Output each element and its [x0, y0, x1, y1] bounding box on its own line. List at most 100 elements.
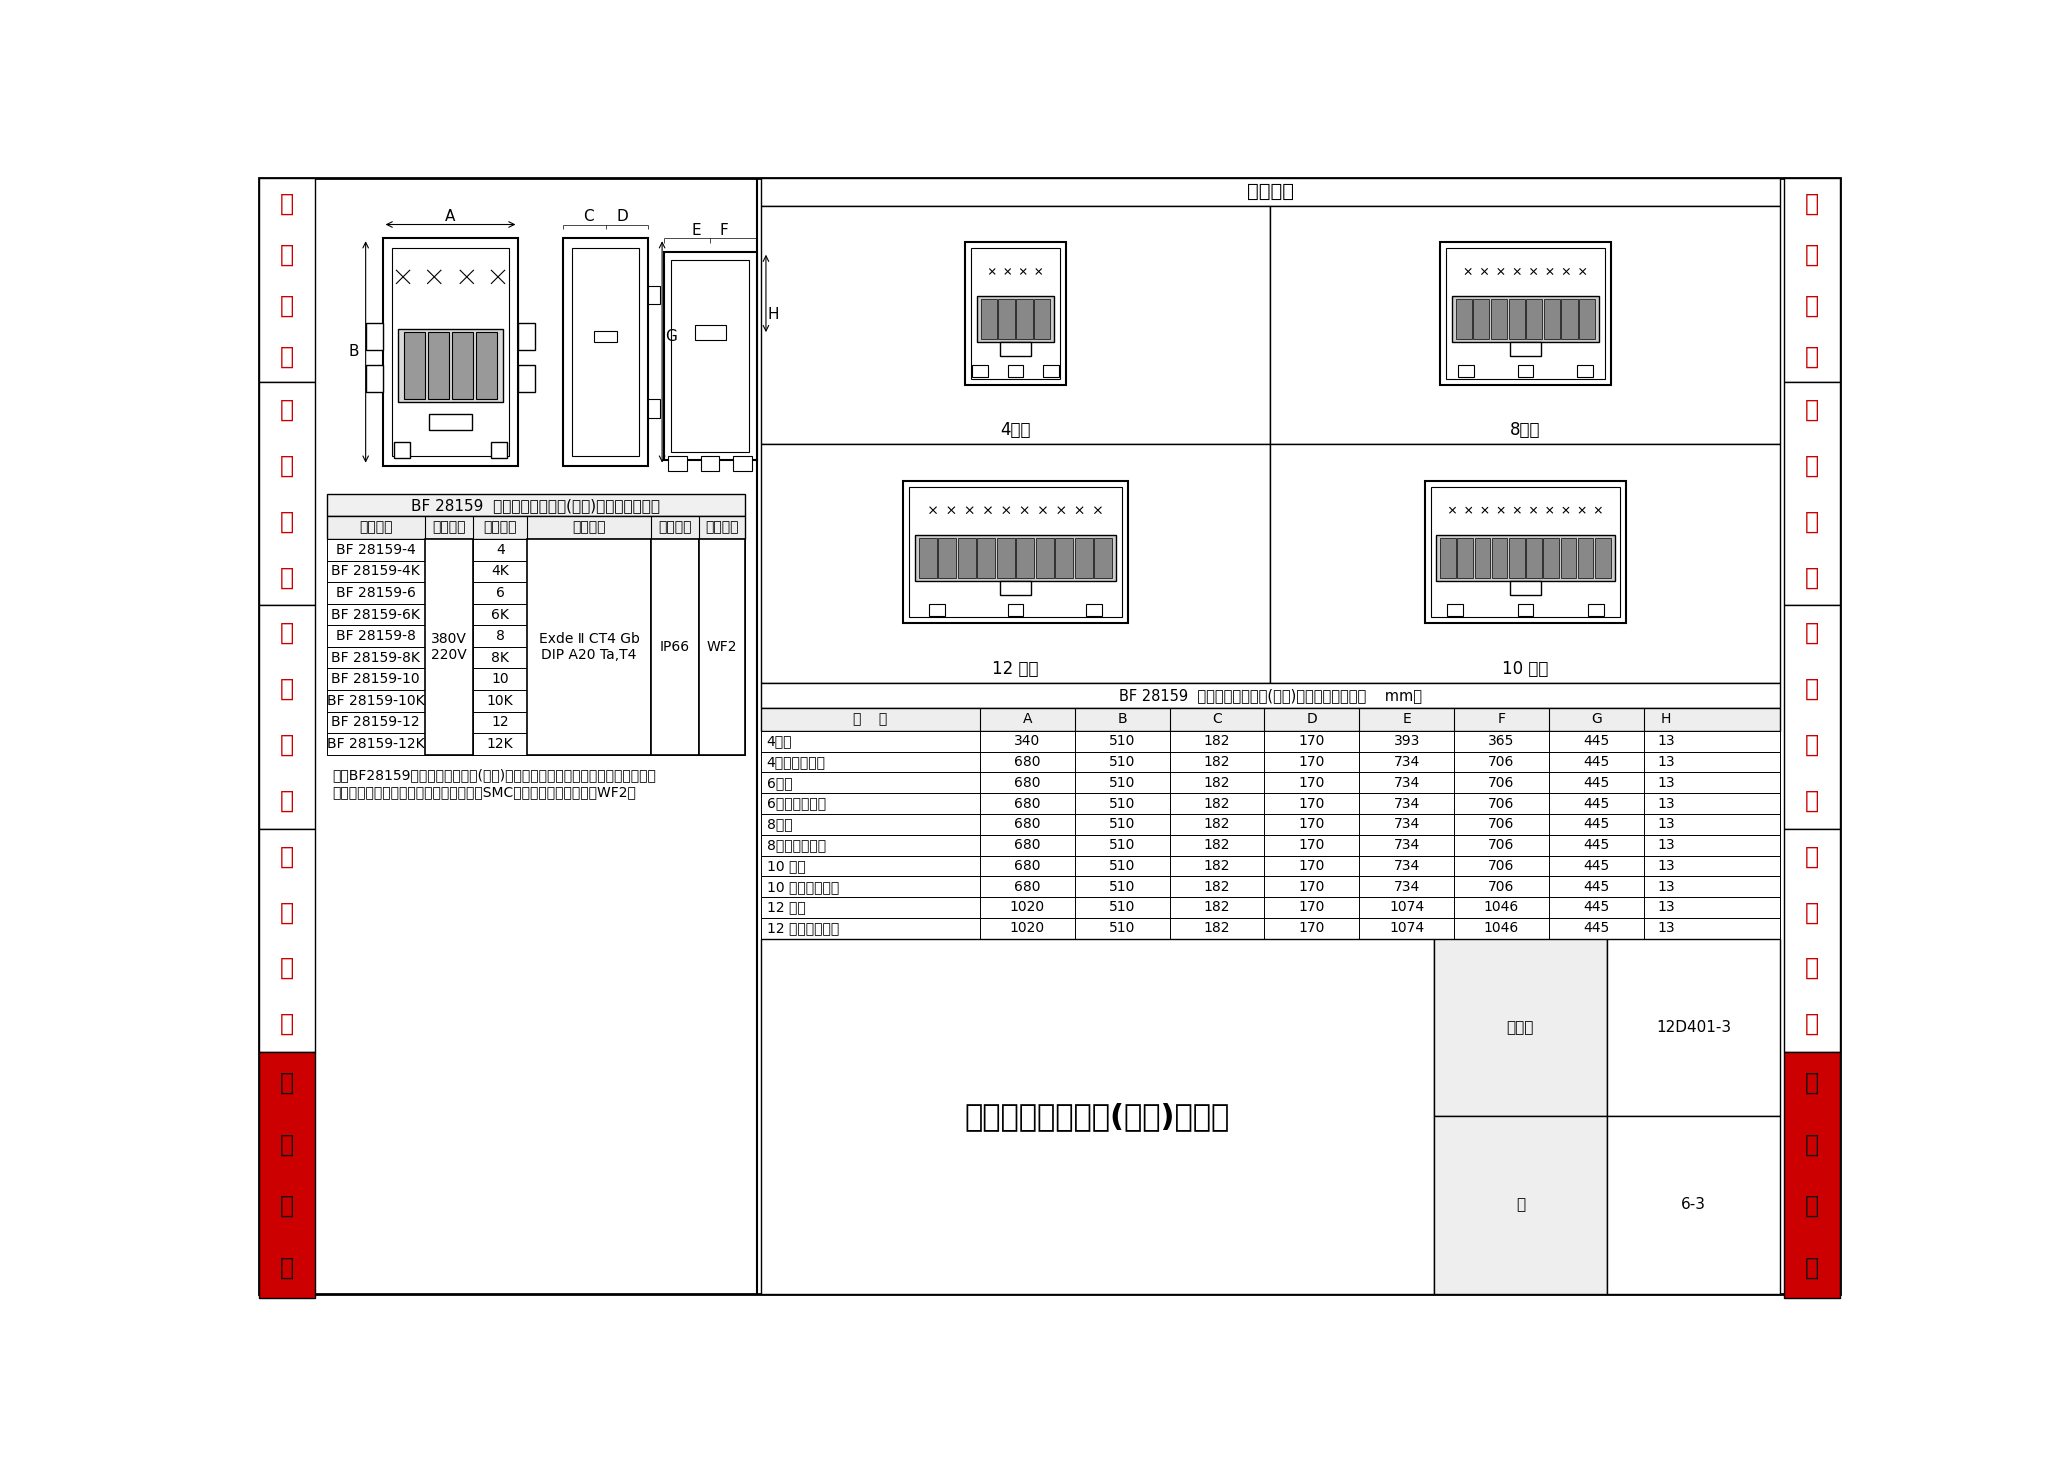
Text: 170: 170	[1298, 797, 1325, 810]
Bar	[1526, 299, 1542, 339]
Text: 料: 料	[1804, 1256, 1819, 1279]
Circle shape	[928, 504, 938, 516]
Bar	[260, 1052, 315, 1298]
Text: 防腐等级: 防腐等级	[705, 520, 739, 535]
Text: C: C	[584, 210, 594, 224]
Text: 182: 182	[1204, 797, 1231, 810]
Text: 170: 170	[1298, 921, 1325, 935]
Bar	[1475, 538, 1491, 578]
Bar	[1434, 1116, 1608, 1294]
Bar	[260, 829, 315, 1052]
Text: 13: 13	[1657, 921, 1675, 935]
Bar	[760, 772, 1780, 793]
Text: 术: 术	[1804, 1132, 1819, 1157]
Circle shape	[1577, 267, 1587, 277]
Text: 182: 182	[1204, 921, 1231, 935]
Text: 170: 170	[1298, 755, 1325, 769]
Text: 510: 510	[1108, 900, 1135, 915]
Text: 力: 力	[1804, 453, 1819, 478]
Text: 445: 445	[1583, 734, 1610, 749]
Text: BF 28159-8K: BF 28159-8K	[332, 651, 420, 664]
Text: D: D	[616, 210, 629, 224]
Text: 340: 340	[1014, 734, 1040, 749]
Text: 13: 13	[1657, 860, 1675, 873]
Text: 资: 资	[1804, 1193, 1819, 1218]
Text: 封: 封	[281, 344, 295, 369]
Text: 6-3: 6-3	[1681, 1198, 1706, 1212]
Text: 365: 365	[1489, 734, 1516, 749]
Text: 照: 照	[1804, 621, 1819, 645]
Text: 734: 734	[1393, 838, 1419, 852]
Bar	[1425, 481, 1626, 624]
Circle shape	[1528, 506, 1538, 516]
Text: H: H	[1661, 712, 1671, 726]
Bar	[430, 414, 471, 430]
Bar	[403, 332, 424, 399]
Text: 4回路: 4回路	[999, 421, 1030, 440]
Bar	[1440, 242, 1610, 385]
Text: 方案举例: 方案举例	[1247, 182, 1294, 201]
Text: G: G	[666, 329, 678, 344]
Circle shape	[1092, 504, 1104, 516]
Text: 445: 445	[1583, 880, 1610, 893]
Bar	[1509, 581, 1540, 594]
Circle shape	[1511, 267, 1522, 277]
Text: 170: 170	[1298, 817, 1325, 832]
Text: 1020: 1020	[1010, 900, 1044, 915]
Text: 10: 10	[492, 672, 510, 686]
Text: 734: 734	[1393, 817, 1419, 832]
Text: 1074: 1074	[1389, 900, 1423, 915]
Circle shape	[1561, 267, 1571, 277]
Text: IP66: IP66	[659, 640, 690, 654]
Text: 445: 445	[1583, 900, 1610, 915]
Bar	[965, 242, 1065, 385]
Text: 510: 510	[1108, 775, 1135, 790]
Bar	[971, 248, 1059, 379]
Text: 13: 13	[1657, 734, 1675, 749]
Bar	[1784, 605, 1839, 829]
Text: 445: 445	[1583, 838, 1610, 852]
Text: 13: 13	[1657, 817, 1675, 832]
Text: 734: 734	[1393, 775, 1419, 790]
Bar	[1016, 538, 1034, 578]
Circle shape	[1577, 506, 1587, 516]
Text: 182: 182	[1204, 880, 1231, 893]
Bar	[672, 259, 750, 452]
Text: 型号规格: 型号规格	[358, 520, 393, 535]
Bar	[999, 299, 1014, 339]
Text: 明: 明	[281, 678, 295, 701]
Text: 182: 182	[1204, 838, 1231, 852]
Bar	[1595, 538, 1610, 578]
Bar	[367, 366, 383, 392]
Text: A: A	[444, 210, 457, 224]
Bar	[1055, 538, 1073, 578]
Text: 510: 510	[1108, 817, 1135, 832]
Bar	[760, 835, 1780, 855]
Bar	[760, 708, 1780, 731]
Circle shape	[946, 504, 956, 516]
Text: 170: 170	[1298, 880, 1325, 893]
Circle shape	[1544, 267, 1554, 277]
Text: 445: 445	[1583, 797, 1610, 810]
Bar	[1608, 938, 1780, 1116]
Text: 10 回路: 10 回路	[766, 860, 805, 873]
Text: 8回路: 8回路	[1509, 421, 1540, 440]
Text: BF 28159-10: BF 28159-10	[332, 672, 420, 686]
Text: 170: 170	[1298, 900, 1325, 915]
Bar	[1577, 366, 1593, 377]
Bar	[1434, 938, 1608, 1116]
Text: 照: 照	[281, 621, 295, 645]
Bar	[1436, 535, 1614, 581]
Text: 6: 6	[496, 586, 504, 600]
Text: 料: 料	[281, 1256, 295, 1279]
Bar	[1008, 366, 1024, 377]
Bar	[760, 731, 1780, 752]
Bar	[492, 443, 506, 457]
Text: C: C	[1212, 712, 1223, 726]
Text: 8回路带总开关: 8回路带总开关	[766, 838, 825, 852]
Text: 10K: 10K	[487, 694, 514, 708]
Bar	[760, 918, 1780, 938]
Bar	[1784, 382, 1839, 605]
Text: 6回路: 6回路	[766, 775, 793, 790]
Bar	[1544, 538, 1559, 578]
